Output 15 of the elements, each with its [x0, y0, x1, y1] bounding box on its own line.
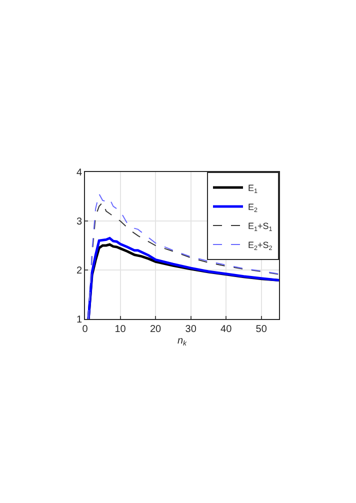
x-tick-label: 0 — [82, 324, 88, 335]
legend-label: E$_{2}$ — [248, 202, 258, 214]
y-tick-label: 2 — [76, 266, 82, 276]
x-tick-label: 40 — [220, 324, 232, 335]
legend-label: E$_{1}$+S$_{1}$ — [248, 221, 273, 233]
x-tick-label: 30 — [185, 324, 197, 335]
y-tick-label: 1 — [76, 314, 82, 326]
x-tick-label: 20 — [150, 324, 162, 335]
x-tick-label: 10 — [114, 324, 126, 335]
legend-label: E$_{2}$+S$_{2}$ — [248, 240, 273, 252]
y-tick-label: 4 — [76, 168, 82, 178]
x-tick-label: 50 — [256, 324, 268, 335]
y-tick-label: 3 — [76, 216, 82, 228]
x-axis-title: n$_{k}$ — [177, 336, 188, 348]
legend-label: E$_{1}$ — [248, 183, 258, 195]
